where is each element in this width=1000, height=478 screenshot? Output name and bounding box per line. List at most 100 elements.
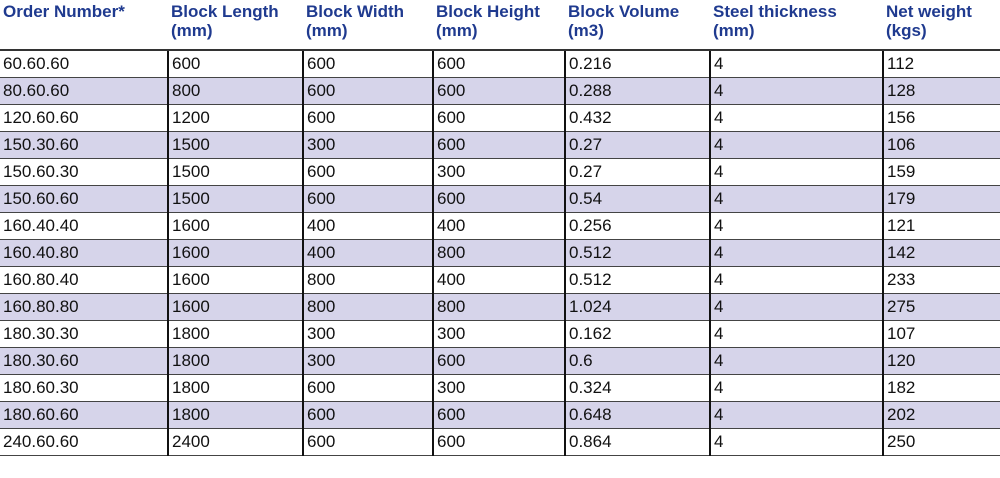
table-cell: 600: [432, 428, 565, 456]
table-cell: 275: [882, 293, 1000, 321]
table-cell: 160.80.40: [0, 266, 168, 294]
table-row: 160.80.40 1600 800 400 0.512 4 233: [0, 266, 1000, 294]
table-cell: 800: [432, 293, 565, 321]
table-cell: 1800: [167, 401, 303, 429]
table-cell: 600: [302, 50, 433, 78]
table-cell: 1600: [167, 266, 303, 294]
table-cell: 600: [432, 77, 565, 105]
table-cell: 128: [882, 77, 1000, 105]
table-cell: 4: [709, 374, 883, 402]
table-cell: 179: [882, 185, 1000, 213]
table-cell: 800: [302, 266, 433, 294]
table-cell: 300: [432, 158, 565, 186]
table-cell: 600: [302, 401, 433, 429]
table-cell: 1500: [167, 185, 303, 213]
table-cell: 4: [709, 293, 883, 321]
table-cell: 0.27: [564, 131, 710, 159]
header-cell: Block Length (mm): [168, 0, 303, 51]
table-row: 180.30.30 1800 300 300 0.162 4 107: [0, 320, 1000, 348]
table-cell: 4: [709, 158, 883, 186]
table-row: 150.30.60 1500 300 600 0.27 4 106: [0, 131, 1000, 159]
table-cell: 600: [432, 401, 565, 429]
table-cell: 106: [882, 131, 1000, 159]
header-text: Net weight: [886, 2, 972, 21]
table-cell: 150.60.60: [0, 185, 168, 213]
table-cell: 1500: [167, 131, 303, 159]
table-cell: 2400: [167, 428, 303, 456]
header-cell: Block Height (mm): [433, 0, 565, 51]
table-cell: 142: [882, 239, 1000, 267]
table-cell: 4: [709, 266, 883, 294]
header-text: Block Length: [171, 2, 279, 21]
table-cell: 4: [709, 185, 883, 213]
table-cell: 0.256: [564, 212, 710, 240]
table-cell: 80.60.60: [0, 77, 168, 105]
table-cell: 4: [709, 50, 883, 78]
table-row: 150.60.30 1500 600 300 0.27 4 159: [0, 158, 1000, 186]
table-cell: 0.216: [564, 50, 710, 78]
table-cell: 60.60.60: [0, 50, 168, 78]
table-cell: 121: [882, 212, 1000, 240]
header-text: Block Width: [306, 2, 405, 21]
table-cell: 156: [882, 104, 1000, 132]
header-text: (mm): [436, 21, 478, 40]
table-cell: 800: [302, 293, 433, 321]
table-cell: 0.6: [564, 347, 710, 375]
table-cell: 107: [882, 320, 1000, 348]
table-row: 180.30.60 1800 300 600 0.6 4 120: [0, 347, 1000, 375]
table-cell: 300: [432, 374, 565, 402]
table-cell: 0.864: [564, 428, 710, 456]
table-row: 180.60.30 1800 600 300 0.324 4 182: [0, 374, 1000, 402]
table-cell: 4: [709, 77, 883, 105]
table-cell: 4: [709, 320, 883, 348]
header-text: (mm): [306, 21, 348, 40]
table-cell: 600: [432, 104, 565, 132]
table-cell: 0.324: [564, 374, 710, 402]
table-cell: 0.27: [564, 158, 710, 186]
table-cell: 0.512: [564, 239, 710, 267]
table-cell: 0.648: [564, 401, 710, 429]
table-row: 180.60.60 1800 600 600 0.648 4 202: [0, 401, 1000, 429]
table-cell: 4: [709, 131, 883, 159]
table-cell: 159: [882, 158, 1000, 186]
table-cell: 1600: [167, 239, 303, 267]
table-row: 240.60.60 2400 600 600 0.864 4 250: [0, 428, 1000, 456]
table-cell: 233: [882, 266, 1000, 294]
table-cell: 300: [302, 347, 433, 375]
table-cell: 1800: [167, 374, 303, 402]
table-cell: 400: [432, 266, 565, 294]
table-cell: 250: [882, 428, 1000, 456]
table-cell: 600: [302, 428, 433, 456]
header-text: Block Volume: [568, 2, 680, 21]
table-cell: 240.60.60: [0, 428, 168, 456]
table-row: 120.60.60 1200 600 600 0.432 4 156: [0, 104, 1000, 132]
table-cell: 400: [302, 239, 433, 267]
table-cell: 300: [302, 131, 433, 159]
table-cell: 1600: [167, 212, 303, 240]
table-cell: 600: [302, 185, 433, 213]
table-cell: 150.60.30: [0, 158, 168, 186]
table-cell: 120: [882, 347, 1000, 375]
header-cell: Block Width (mm): [303, 0, 433, 51]
table-cell: 180.30.60: [0, 347, 168, 375]
table-cell: 4: [709, 428, 883, 456]
table-cell: 180.60.60: [0, 401, 168, 429]
header-text: (mm): [171, 21, 213, 40]
table-row: 60.60.60 600 600 600 0.216 4 112: [0, 50, 1000, 78]
header-cell: Block Volume (m3): [565, 0, 710, 51]
table-cell: 300: [432, 320, 565, 348]
table-cell: 0.288: [564, 77, 710, 105]
table-cell: 600: [432, 50, 565, 78]
table-cell: 600: [167, 50, 303, 78]
table-row: 80.60.60 800 600 600 0.288 4 128: [0, 77, 1000, 105]
table-cell: 300: [302, 320, 433, 348]
table-cell: 800: [432, 239, 565, 267]
table-cell: 120.60.60: [0, 104, 168, 132]
header-text: Steel thickness: [713, 2, 837, 21]
table-cell: 160.40.40: [0, 212, 168, 240]
table-cell: 1800: [167, 347, 303, 375]
data-table: Order Number* Block Length (mm) Block Width…: [0, 0, 1000, 456]
header-cell: Order Number*: [0, 0, 168, 51]
table-cell: 1200: [167, 104, 303, 132]
table-cell: 4: [709, 401, 883, 429]
